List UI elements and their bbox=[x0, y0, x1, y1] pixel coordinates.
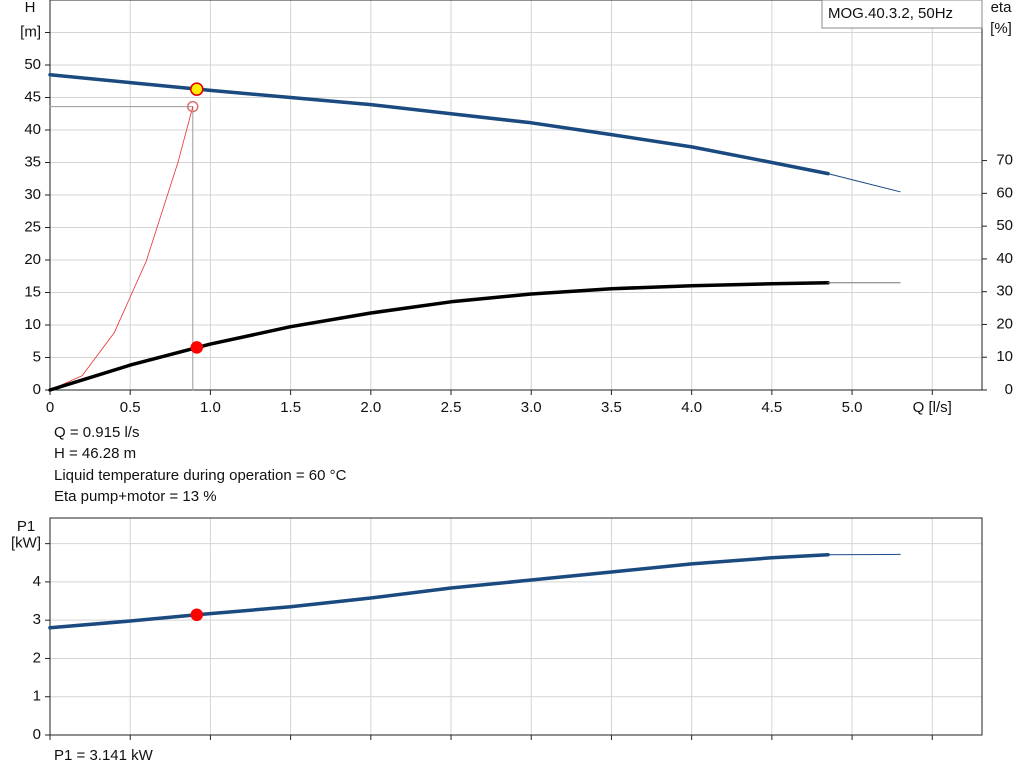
y2-tick-label: 20 bbox=[996, 315, 1013, 332]
series-line bbox=[48, 552, 830, 630]
annotation: Q = 0.915 l/s bbox=[54, 424, 139, 441]
x-tick-label: 2.5 bbox=[441, 399, 462, 416]
y2-tick-label: 30 bbox=[996, 283, 1013, 300]
y-tick-label: 15 bbox=[24, 283, 41, 300]
x-tick-label: 1.0 bbox=[200, 399, 221, 416]
operating-point bbox=[190, 82, 204, 96]
y2-tick-label: 10 bbox=[996, 348, 1013, 365]
y-tick-label: 35 bbox=[24, 153, 41, 170]
x-tick-label: 3.0 bbox=[521, 399, 542, 416]
legend-box bbox=[821, 0, 983, 29]
y-tick-label: 50 bbox=[24, 56, 41, 73]
y-tick-label: 0 bbox=[33, 381, 41, 398]
plot-frame bbox=[49, 0, 983, 391]
y2-tick-label: 0 bbox=[1005, 381, 1013, 398]
x-tick-label: 2.0 bbox=[360, 399, 381, 416]
y-tick-label: 45 bbox=[24, 88, 41, 105]
y-tick-label: 4 bbox=[33, 573, 41, 590]
legend-text: MOG.40.3.2, 50Hz bbox=[828, 5, 953, 22]
y-tick-label: 25 bbox=[24, 218, 41, 235]
operating-point bbox=[190, 608, 204, 622]
annotation: Liquid temperature during operation = 60… bbox=[54, 467, 347, 484]
x-tick-label: 4.0 bbox=[681, 399, 702, 416]
series-line bbox=[49, 106, 194, 391]
y2-axis-label: eta bbox=[991, 0, 1013, 16]
series-line bbox=[48, 281, 830, 392]
y-tick-label: 40 bbox=[24, 121, 41, 138]
operating-point bbox=[190, 341, 204, 354]
x-tick-label: 3.5 bbox=[601, 399, 622, 416]
annotation: P1 = 3.141 kW bbox=[54, 747, 154, 764]
y-tick-label: 3 bbox=[33, 611, 41, 628]
y2-tick-label: 70 bbox=[996, 152, 1013, 169]
x-tick-label: 4.5 bbox=[761, 399, 782, 416]
y2-tick-label: 40 bbox=[996, 250, 1013, 267]
x-tick-label: 0 bbox=[46, 399, 54, 416]
y-tick-label: [kW] bbox=[11, 535, 41, 552]
y-tick-label: 1 bbox=[33, 688, 41, 705]
y-tick-label: 0 bbox=[33, 726, 41, 743]
y2-tick-label: 60 bbox=[996, 184, 1013, 201]
annotation: H = 46.28 m bbox=[54, 445, 136, 462]
series-line bbox=[827, 173, 901, 193]
x-tick-label: 5.0 bbox=[842, 399, 863, 416]
y-tick-label: 5 bbox=[33, 348, 41, 365]
series-line bbox=[49, 106, 194, 391]
y-tick-label: 30 bbox=[24, 186, 41, 203]
series-line bbox=[48, 73, 830, 176]
x-tick-label: 1.5 bbox=[280, 399, 301, 416]
plot-frame bbox=[49, 517, 983, 736]
y-tick-label: 10 bbox=[24, 316, 41, 333]
x-tick-label: 0.5 bbox=[120, 399, 141, 416]
operating-point bbox=[187, 100, 199, 113]
y2-axis-unit: [%] bbox=[990, 20, 1012, 37]
y-tick-label: 2 bbox=[33, 649, 41, 666]
y-tick-label: [m] bbox=[20, 23, 41, 40]
y-axis-label: P1 bbox=[17, 518, 35, 535]
x-tick-label: Q [l/s] bbox=[913, 399, 952, 416]
annotation: Eta pump+motor = 13 % bbox=[54, 488, 217, 505]
y2-tick-label: 50 bbox=[996, 217, 1013, 234]
y-tick-label: 20 bbox=[24, 251, 41, 268]
y-axis-label: H bbox=[25, 0, 36, 16]
